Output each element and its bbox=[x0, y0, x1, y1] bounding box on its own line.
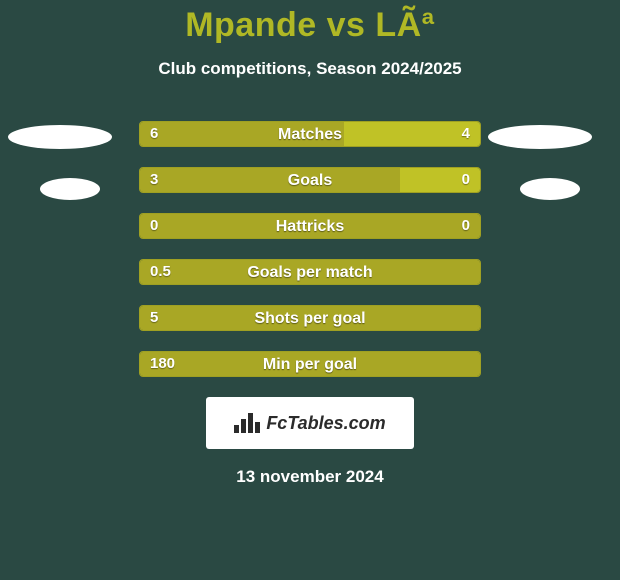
decorative-ellipse bbox=[520, 178, 580, 200]
decorative-ellipse bbox=[8, 125, 112, 149]
bar-track: Goals bbox=[139, 167, 481, 193]
date-label: 13 november 2024 bbox=[0, 467, 620, 487]
bar-left bbox=[140, 214, 480, 238]
metric-row: Min per goal180 bbox=[0, 351, 620, 377]
bar-chart-icon bbox=[234, 413, 260, 433]
metric-row: Hattricks00 bbox=[0, 213, 620, 239]
decorative-ellipse bbox=[40, 178, 100, 200]
bar-track: Shots per goal bbox=[139, 305, 481, 331]
bar-left bbox=[140, 122, 344, 146]
bar-left bbox=[140, 352, 480, 376]
bar-track: Matches bbox=[139, 121, 481, 147]
metrics-chart: Matches64Goals30Hattricks00Goals per mat… bbox=[0, 121, 620, 377]
bar-track: Goals per match bbox=[139, 259, 481, 285]
bar-left bbox=[140, 260, 480, 284]
bar-track: Min per goal bbox=[139, 351, 481, 377]
logo-text: FcTables.com bbox=[266, 413, 385, 434]
subtitle: Club competitions, Season 2024/2025 bbox=[0, 59, 620, 79]
fctables-logo: FcTables.com bbox=[206, 397, 414, 449]
metric-row: Shots per goal5 bbox=[0, 305, 620, 331]
decorative-ellipse bbox=[488, 125, 592, 149]
comparison-infographic: Mpande vs LÃª Club competitions, Season … bbox=[0, 0, 620, 580]
metric-row: Goals per match0.5 bbox=[0, 259, 620, 285]
bar-right bbox=[344, 122, 480, 146]
bar-left bbox=[140, 306, 480, 330]
bar-left bbox=[140, 168, 400, 192]
page-title: Mpande vs LÃª bbox=[0, 0, 620, 45]
bar-track: Hattricks bbox=[139, 213, 481, 239]
bar-right bbox=[400, 168, 480, 192]
